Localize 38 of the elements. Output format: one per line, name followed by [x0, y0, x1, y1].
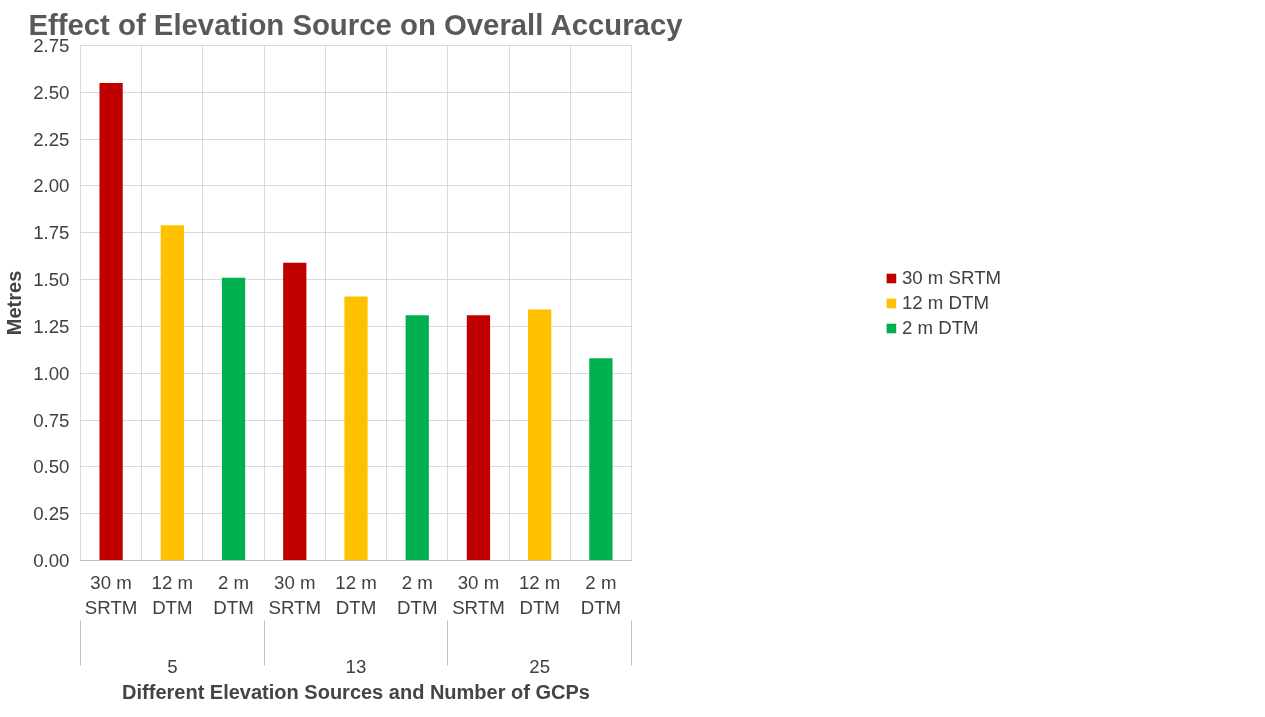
y-tick-label: 1.25: [33, 315, 70, 337]
bar: [466, 315, 491, 561]
bar: [405, 315, 429, 561]
y-tick-label: 2.75: [33, 35, 70, 56]
y-tick-label: 0.75: [33, 409, 70, 431]
text: 25: [529, 655, 551, 677]
text: 5: [167, 655, 178, 677]
x-tick-label: 30 m SRTM: [452, 571, 505, 618]
y-tick-label: 0.50: [33, 456, 70, 478]
x-tick-label: 2 m DTM: [213, 571, 254, 618]
x-axis-title: Different Elevation Sources and Number of GCPs: [122, 680, 590, 703]
legend-label: 30 m SRTM: [901, 266, 1002, 289]
y-tick-label: 2.00: [33, 175, 70, 197]
x-tick-label: 12 m DTM: [518, 571, 561, 618]
bar: [528, 309, 552, 561]
y-tick-label: 1.00: [33, 362, 70, 384]
x-tick-label: 12 m DTM: [335, 571, 377, 618]
bar: [221, 277, 246, 561]
x-tick-label: 2 m DTM: [397, 571, 438, 618]
legend-label: 12 m DTM: [901, 291, 989, 314]
y-tick-label: 2.25: [33, 128, 70, 150]
bar: [344, 296, 368, 561]
bar: [99, 82, 123, 561]
y-axis-title: Metres: [3, 270, 26, 336]
x-tick-label: 12 m DTM: [151, 571, 194, 618]
y-tick-label: 1.50: [33, 269, 70, 291]
y-tick-label: 0.25: [33, 503, 70, 525]
legend-label: 2 m DTM: [901, 316, 979, 339]
bar: [160, 225, 184, 561]
y-tick-label: 2.50: [33, 81, 70, 103]
bar: [589, 358, 613, 561]
text: 13: [345, 655, 367, 677]
x-tick-label: 30 m SRTM: [84, 571, 138, 618]
y-tick-label: 1.75: [33, 222, 70, 244]
y-tick-label: 0.00: [33, 550, 70, 571]
x-tick-label: 2 m DTM: [580, 571, 622, 618]
x-tick-label: 30 m SRTM: [268, 571, 322, 618]
bar: [283, 262, 307, 561]
